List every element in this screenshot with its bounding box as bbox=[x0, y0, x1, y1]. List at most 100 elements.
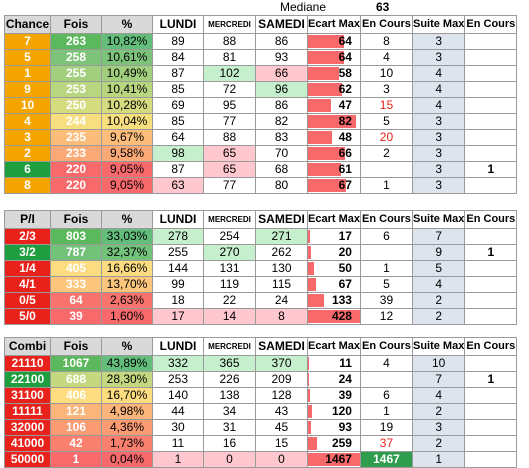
en-cours-flag-cell bbox=[464, 177, 518, 194]
mercredi-cell: 131 bbox=[203, 260, 256, 277]
row-label-cell: 1 bbox=[4, 65, 51, 82]
table-row: 32000 106 4,36% 30 31 45 93 19 3 bbox=[4, 419, 518, 436]
en-cours-cell: 6 bbox=[359, 228, 413, 245]
row-label-cell: 32000 bbox=[4, 419, 51, 436]
header-samedi: SAMEDI bbox=[255, 15, 308, 34]
ecart-max-cell: 66 bbox=[307, 145, 361, 162]
ecart-value: 67 bbox=[338, 277, 352, 292]
mercredi-cell: 365 bbox=[203, 355, 256, 372]
lundi-cell: 63 bbox=[152, 177, 204, 194]
fois-cell: 64 bbox=[50, 292, 102, 309]
samedi-cell: 66 bbox=[255, 65, 308, 82]
percent-cell: 10,04% bbox=[101, 113, 153, 130]
median-value: 63 bbox=[376, 0, 390, 14]
ecart-value: 62 bbox=[338, 82, 352, 97]
table-row: 11111 121 4,98% 44 34 43 120 1 2 bbox=[4, 403, 518, 420]
en-cours-cell: 15 bbox=[359, 97, 413, 114]
lundi-cell: 17 bbox=[152, 308, 204, 325]
ecart-max-cell: 50 bbox=[307, 260, 361, 277]
mercredi-cell: 16 bbox=[203, 435, 256, 452]
ecart-max-cell: 48 bbox=[307, 129, 361, 146]
fois-cell: 263 bbox=[50, 33, 102, 50]
table-row: 6 220 9,05% 87 65 68 61 3 1 bbox=[4, 161, 518, 178]
ecart-max-cell: 120 bbox=[307, 403, 361, 420]
ecart-max-cell: 1467 bbox=[307, 451, 361, 468]
pair-odd-table: P/I Fois% LUNDI MERCREDI SAMEDI Ecart Max En C… bbox=[4, 210, 518, 325]
samedi-cell: 24 bbox=[255, 292, 308, 309]
table-row: 22100 688 28,30% 253 226 209 24 7 1 bbox=[4, 371, 518, 388]
fois-cell: 244 bbox=[50, 113, 102, 130]
samedi-cell: 209 bbox=[255, 371, 308, 388]
ecart-max-cell: 47 bbox=[307, 97, 361, 114]
percent-cell: 10,82% bbox=[101, 33, 153, 50]
fois-cell: 258 bbox=[50, 49, 102, 66]
table-row: 8 220 9,05% 63 77 80 67 1 3 bbox=[4, 177, 518, 194]
suite-max-cell: 3 bbox=[411, 33, 466, 50]
fois-cell: 106 bbox=[50, 419, 102, 436]
header-ecart-max: Ecart Max bbox=[307, 210, 361, 229]
header-label: P/I bbox=[4, 210, 51, 229]
percent-cell: 16,66% bbox=[101, 260, 153, 277]
en-cours-flag-cell bbox=[464, 308, 518, 325]
mercredi-cell: 77 bbox=[203, 113, 256, 130]
row-label-cell: 4 bbox=[4, 113, 51, 130]
en-cours-flag-cell bbox=[464, 355, 518, 372]
ecart-value: 82 bbox=[338, 114, 352, 129]
percent-cell: 32,37% bbox=[101, 244, 153, 261]
lundi-cell: 253 bbox=[152, 371, 204, 388]
ecart-value: 20 bbox=[338, 245, 352, 260]
lundi-cell: 89 bbox=[152, 33, 204, 50]
en-cours-cell: 4 bbox=[359, 49, 413, 66]
median-label: Mediane bbox=[280, 0, 327, 14]
percent-cell: 0,04% bbox=[101, 451, 153, 468]
lundi-cell: 85 bbox=[152, 113, 204, 130]
header-suite-max: Suite Max bbox=[411, 210, 466, 229]
fois-cell: 233 bbox=[50, 145, 102, 162]
en-cours-flag-cell bbox=[464, 49, 518, 66]
percent-cell: 10,61% bbox=[101, 49, 153, 66]
samedi-cell: 15 bbox=[255, 435, 308, 452]
mercredi-cell: 254 bbox=[203, 228, 256, 245]
mercredi-cell: 88 bbox=[203, 129, 256, 146]
lundi-cell: 98 bbox=[152, 145, 204, 162]
ecart-max-cell: 64 bbox=[307, 49, 361, 66]
percent-cell: 9,05% bbox=[101, 161, 153, 178]
row-label-cell: 2 bbox=[4, 145, 51, 162]
en-cours-cell: 2 bbox=[359, 145, 413, 162]
en-cours-cell: 5 bbox=[359, 113, 413, 130]
percent-cell: 13,70% bbox=[101, 276, 153, 293]
lundi-cell: 44 bbox=[152, 403, 204, 420]
mercredi-cell: 0 bbox=[203, 451, 256, 468]
en-cours-cell: 6 bbox=[359, 387, 413, 404]
ecart-bar bbox=[308, 405, 313, 418]
header-en-cours: En Cours bbox=[359, 15, 413, 34]
row-label-cell: 9 bbox=[4, 81, 51, 98]
en-cours-flag-cell: 1 bbox=[464, 371, 518, 388]
percent-cell: 1,60% bbox=[101, 308, 153, 325]
table-row: 31100 406 16,70% 140 138 128 39 6 4 bbox=[4, 387, 518, 404]
en-cours-flag-cell bbox=[464, 276, 518, 293]
ecart-max-cell: 82 bbox=[307, 113, 361, 130]
ecart-bar bbox=[308, 179, 347, 192]
en-cours-flag-cell: 1 bbox=[464, 161, 518, 178]
mercredi-cell: 270 bbox=[203, 244, 256, 261]
samedi-cell: 82 bbox=[255, 113, 308, 130]
ecart-value: 17 bbox=[338, 229, 352, 244]
en-cours-cell: 1 bbox=[359, 177, 413, 194]
row-label-cell: 41000 bbox=[4, 435, 51, 452]
mercredi-cell: 77 bbox=[203, 177, 256, 194]
en-cours-flag-cell bbox=[464, 260, 518, 277]
fois-cell: 235 bbox=[50, 129, 102, 146]
row-label-cell: 3 bbox=[4, 129, 51, 146]
table-row: 3 235 9,67% 64 88 83 48 20 3 bbox=[4, 129, 518, 146]
mercredi-cell: 88 bbox=[203, 33, 256, 50]
suite-max-cell: 3 bbox=[411, 161, 466, 178]
en-cours-cell: 20 bbox=[359, 129, 413, 146]
suite-max-cell: 3 bbox=[411, 113, 466, 130]
ecart-bar bbox=[308, 294, 325, 307]
ecart-bar bbox=[308, 230, 311, 243]
median-row: Mediane 63 bbox=[280, 0, 389, 15]
header-samedi: SAMEDI bbox=[255, 337, 308, 356]
ecart-max-cell: 259 bbox=[307, 435, 361, 452]
combi-table: Combi Fois% LUNDI MERCREDI SAMEDI Ecart Max En… bbox=[4, 337, 518, 468]
